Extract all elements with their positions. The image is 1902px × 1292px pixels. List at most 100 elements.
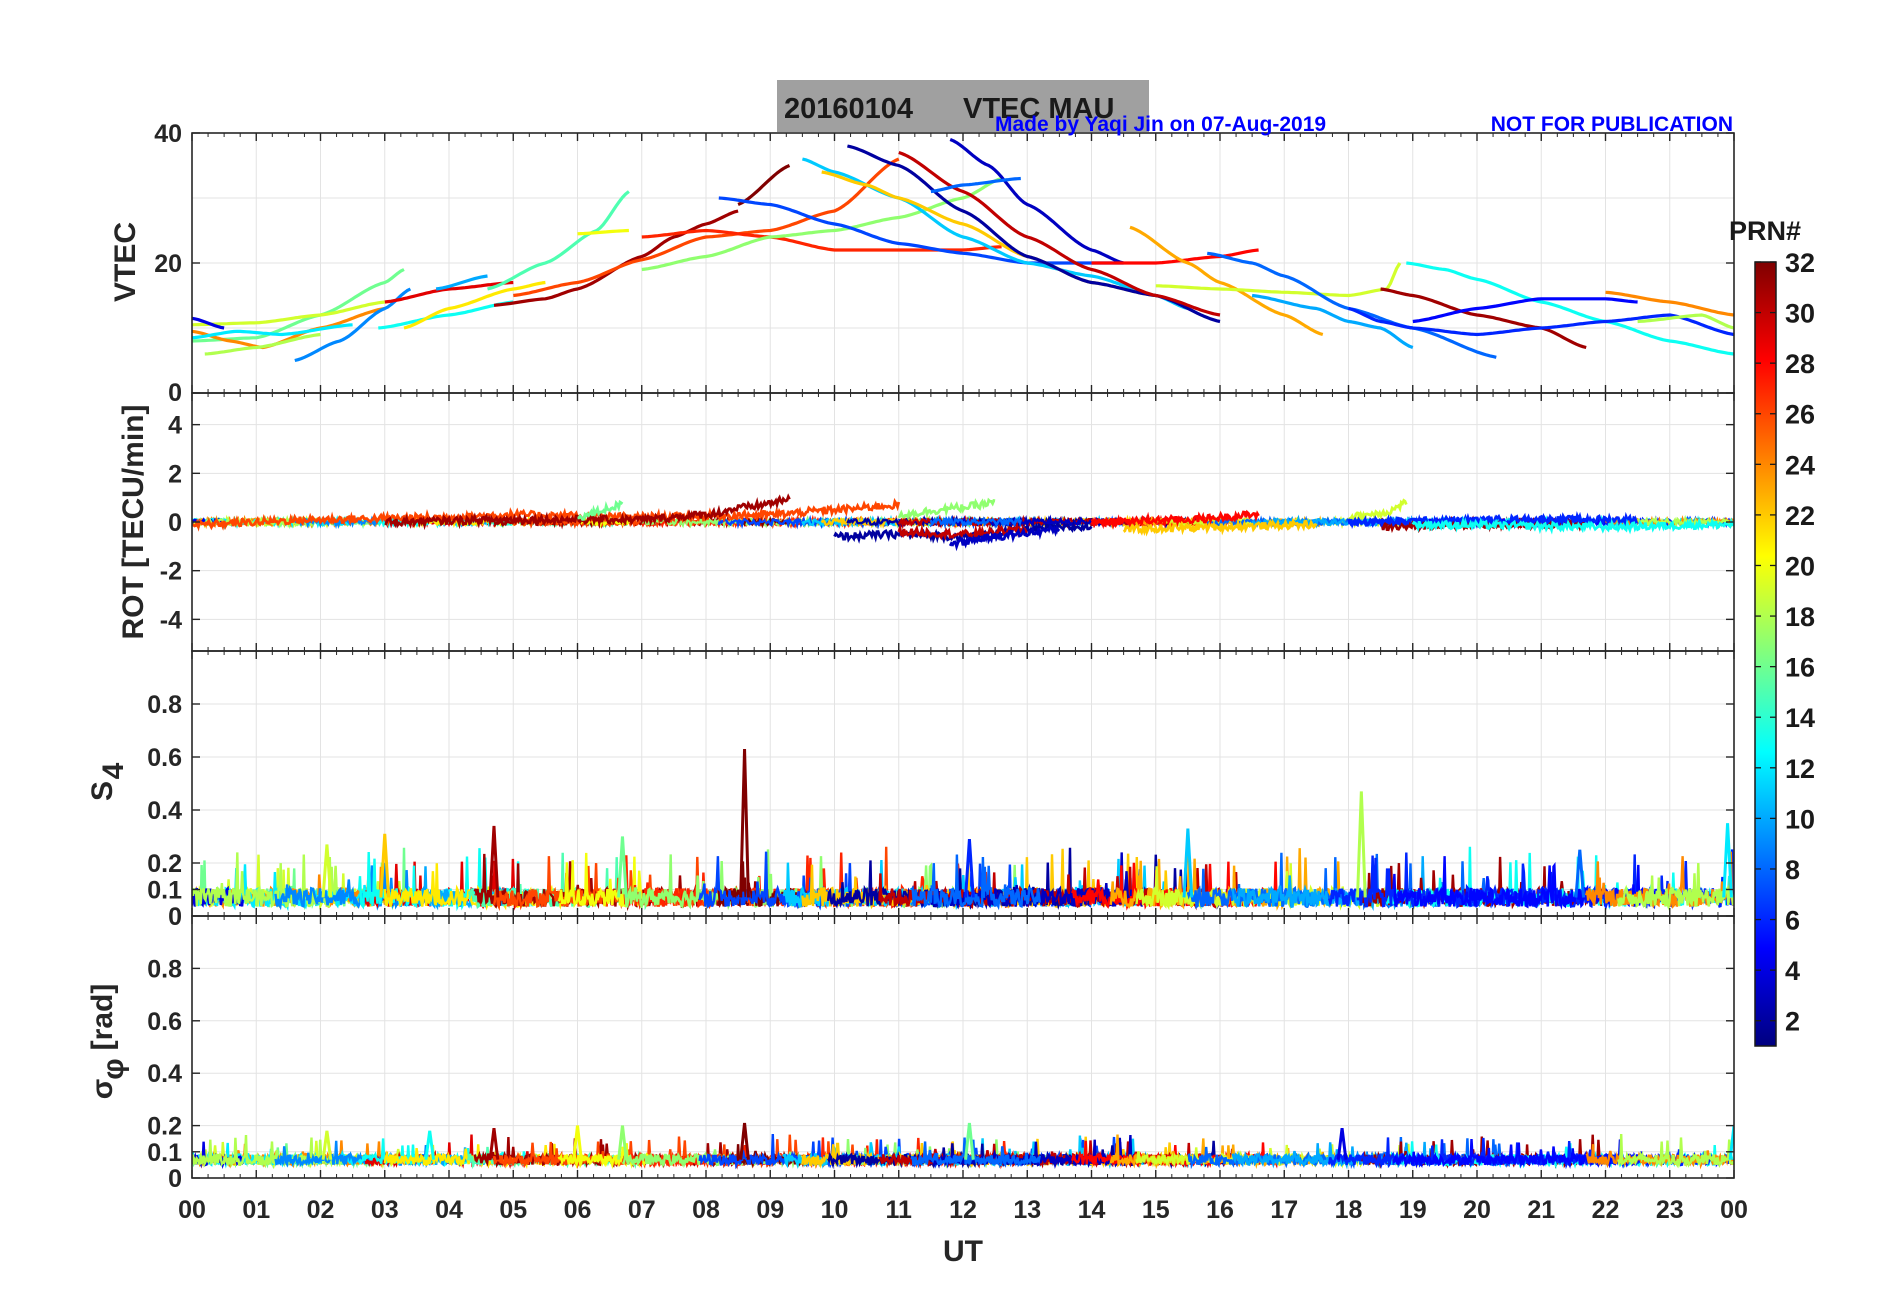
s4-ylabel-sub: 4 bbox=[97, 762, 130, 779]
vtec-line-prn24 bbox=[1605, 290, 1734, 317]
y-tick-label: 0.8 bbox=[147, 691, 182, 719]
y-tick-label: 0.6 bbox=[147, 1008, 182, 1036]
vtec-line-prn10 bbox=[1251, 293, 1414, 350]
y-tick-label: 0 bbox=[168, 379, 182, 407]
colorbar-tick-label: 2 bbox=[1785, 1007, 1800, 1037]
s4-trace-prn8 bbox=[910, 854, 1041, 911]
sigma-trace-prn18 bbox=[1617, 1134, 1734, 1169]
x-tick-label: 18 bbox=[1335, 1196, 1363, 1224]
s4-peak-prn12 bbox=[1722, 823, 1733, 898]
vtec-line-prn26 bbox=[513, 157, 900, 298]
rot-line-prn13 bbox=[1411, 516, 1734, 535]
s4-peak-prn19 bbox=[321, 844, 333, 898]
vtec-line-prn13 bbox=[1406, 261, 1734, 356]
vtec-line-prn6 bbox=[1348, 306, 1734, 337]
rot-trace-prn8 bbox=[929, 515, 1022, 530]
colorbar-tick-label: 14 bbox=[1785, 703, 1815, 733]
y-tick-label: 0.8 bbox=[147, 955, 182, 983]
x-tick-label: 01 bbox=[242, 1196, 270, 1224]
x-tick-label: 13 bbox=[1013, 1196, 1041, 1224]
vtec-line-prn22 bbox=[821, 170, 1156, 298]
vtec-line-prn2 bbox=[847, 144, 1221, 324]
sigma-trace-prn8 bbox=[910, 1137, 1041, 1169]
s4-peak-prn6 bbox=[964, 839, 975, 898]
x-tick-label: 04 bbox=[435, 1196, 463, 1224]
y-tick-label: 40 bbox=[154, 120, 182, 148]
y-tick-label: 0 bbox=[168, 509, 182, 537]
x-tick-label: 03 bbox=[371, 1196, 399, 1224]
y-tick-label: 0.4 bbox=[147, 1060, 182, 1088]
x-tick-label: 05 bbox=[499, 1196, 527, 1224]
credit-annotation: Made by Yaqi Jin on 07-Aug-2019 bbox=[995, 113, 1326, 136]
rot-ylabel: ROT [TECU/min] bbox=[117, 405, 150, 640]
s4-peak-prn11 bbox=[1182, 828, 1194, 898]
sigma-peak-prn20 bbox=[572, 1125, 583, 1160]
title-date: 20160104 bbox=[784, 93, 913, 125]
y-tick-label: 0.1 bbox=[147, 1139, 182, 1167]
sigma-ylabel-sub: φ bbox=[97, 1058, 130, 1079]
vtec-line-prn9 bbox=[294, 287, 412, 363]
x-tick-label: 10 bbox=[821, 1196, 849, 1224]
x-tick-label: 23 bbox=[1656, 1196, 1684, 1224]
y-tick-label: 4 bbox=[168, 412, 182, 440]
rot-line-prn19 bbox=[1347, 498, 1408, 523]
s4-trace-prn18 bbox=[192, 852, 340, 909]
rot-line-prn28 bbox=[1090, 509, 1260, 530]
vtec-line-prn18 bbox=[1637, 313, 1734, 330]
vtec-line-prn8 bbox=[930, 176, 1021, 194]
x-tick-label: 12 bbox=[949, 1196, 977, 1224]
x-tick-label: 14 bbox=[1078, 1196, 1106, 1224]
rot-series bbox=[192, 493, 1734, 552]
rot-line-prn17 bbox=[897, 497, 996, 521]
sigma-peak-prn16 bbox=[964, 1122, 975, 1160]
vtec-line-prn23 bbox=[1129, 225, 1324, 337]
sigma-peak-prn32 bbox=[739, 1122, 750, 1160]
y-tick-label: 0.1 bbox=[147, 877, 182, 905]
colorbar-tick-label: 6 bbox=[1785, 906, 1800, 936]
y-tick-label: 2 bbox=[168, 460, 182, 488]
s4-peak-prn22 bbox=[379, 833, 391, 898]
s4-ylabel: S 4 bbox=[86, 762, 130, 801]
vtec-line-prn28 bbox=[1091, 248, 1259, 265]
x-tick-label: 07 bbox=[628, 1196, 656, 1224]
vtec-line-prn4 bbox=[192, 316, 225, 330]
colorbar-tick-label: 4 bbox=[1785, 956, 1800, 986]
vtec-line-prn7 bbox=[718, 196, 1124, 265]
s4-peak-prn32 bbox=[739, 749, 750, 898]
sigma-ylabel-unit: [rad] bbox=[86, 984, 119, 1051]
vtec-ylabel: VTEC bbox=[109, 222, 142, 302]
s4-peak-prn16 bbox=[617, 836, 628, 898]
colorbar-tick-label: 10 bbox=[1785, 804, 1815, 834]
s4-trace-prn21 bbox=[383, 863, 566, 911]
vtec-line-prn5 bbox=[1412, 297, 1638, 324]
rot-line-prn3 bbox=[948, 524, 1061, 552]
vtec-line-prn29 bbox=[384, 280, 514, 304]
x-tick-label: 22 bbox=[1592, 1196, 1620, 1224]
x-tick-label: 20 bbox=[1463, 1196, 1491, 1224]
vtec-line-prn20 bbox=[577, 228, 629, 236]
colorbar-tick-label: 20 bbox=[1785, 551, 1815, 581]
x-tick-label: 16 bbox=[1206, 1196, 1234, 1224]
rot-line-prn31 bbox=[384, 493, 791, 531]
colorbar-tick-label: 18 bbox=[1785, 602, 1815, 632]
rot-line-prn16 bbox=[577, 499, 624, 521]
x-tick-label: 19 bbox=[1399, 1196, 1427, 1224]
x-tick-label: 08 bbox=[692, 1196, 720, 1224]
axis-ticks: 00 01 02 03 04 05 06 07 08 09 10 11 12 13 14 15 16 17 18 19… bbox=[147, 120, 1748, 1224]
s4-series bbox=[192, 749, 1734, 912]
x-tick-label: 00 bbox=[178, 1196, 206, 1224]
sigma-peak-prn13 bbox=[424, 1130, 436, 1160]
sigma-series bbox=[192, 1122, 1734, 1170]
vtec-line-prn10 bbox=[435, 274, 488, 291]
y-tick-label: 0.6 bbox=[147, 744, 182, 772]
y-tick-label: -2 bbox=[160, 558, 182, 586]
sigma-ylabel: σ φ [rad] bbox=[86, 984, 130, 1100]
colorbar bbox=[1754, 261, 1777, 1047]
x-tick-label: 09 bbox=[756, 1196, 784, 1224]
y-tick-label: 0 bbox=[168, 1165, 182, 1193]
vtec-line-prn12 bbox=[192, 323, 353, 340]
vtec-series bbox=[192, 138, 1734, 363]
vtec-line-prn17 bbox=[641, 176, 1003, 272]
vtec-line-prn21 bbox=[403, 280, 546, 330]
